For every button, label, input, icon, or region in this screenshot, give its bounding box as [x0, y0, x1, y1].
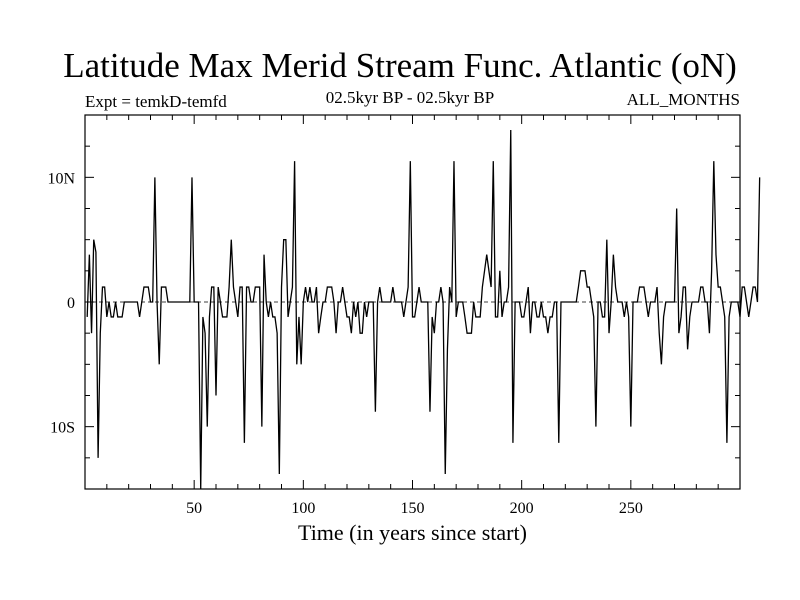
x-tick-label: 50	[186, 500, 202, 517]
x-tick-label: 200	[510, 500, 534, 517]
tick-labels-layer: 50 100 150 200 250 10S 0 10N	[47, 170, 642, 517]
chart-title: Latitude Max Merid Stream Func. Atlantic…	[63, 46, 737, 85]
x-tick-label: 250	[619, 500, 643, 517]
experiment-label: Expt = temkD-temfd	[85, 92, 227, 111]
x-axis-label: Time (in years since start)	[298, 520, 527, 545]
series-line	[86, 129, 761, 490]
plot-frame	[84, 114, 741, 490]
series-layer	[86, 129, 761, 490]
months-label: ALL_MONTHS	[626, 90, 740, 109]
y-tick-label: 10N	[47, 170, 75, 187]
period-label: 02.5kyr BP - 02.5kyr BP	[325, 88, 495, 107]
y-tick-label: 0	[67, 295, 75, 312]
x-tick-label: 150	[401, 500, 425, 517]
ticks-layer	[85, 115, 740, 489]
y-tick-label: 10S	[50, 420, 75, 437]
x-tick-label: 100	[291, 500, 315, 517]
